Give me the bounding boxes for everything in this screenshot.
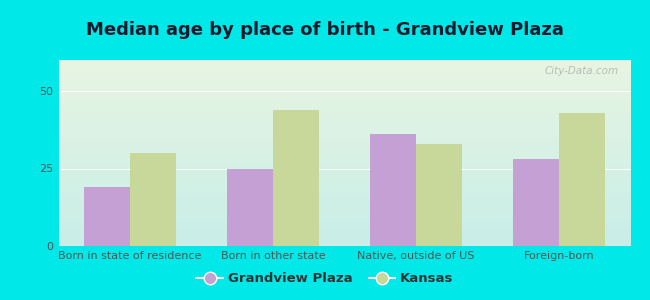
Text: Median age by place of birth - Grandview Plaza: Median age by place of birth - Grandview… [86, 21, 564, 39]
Bar [559, 113, 604, 246]
Bar [370, 134, 416, 246]
Bar [227, 169, 273, 246]
Text: City-Data.com: City-Data.com [545, 66, 619, 76]
Bar [84, 187, 130, 246]
Bar [130, 153, 176, 246]
Bar [416, 144, 462, 246]
Legend: Grandview Plaza, Kansas: Grandview Plaza, Kansas [191, 267, 459, 290]
Bar [514, 159, 559, 246]
Bar [273, 110, 318, 246]
